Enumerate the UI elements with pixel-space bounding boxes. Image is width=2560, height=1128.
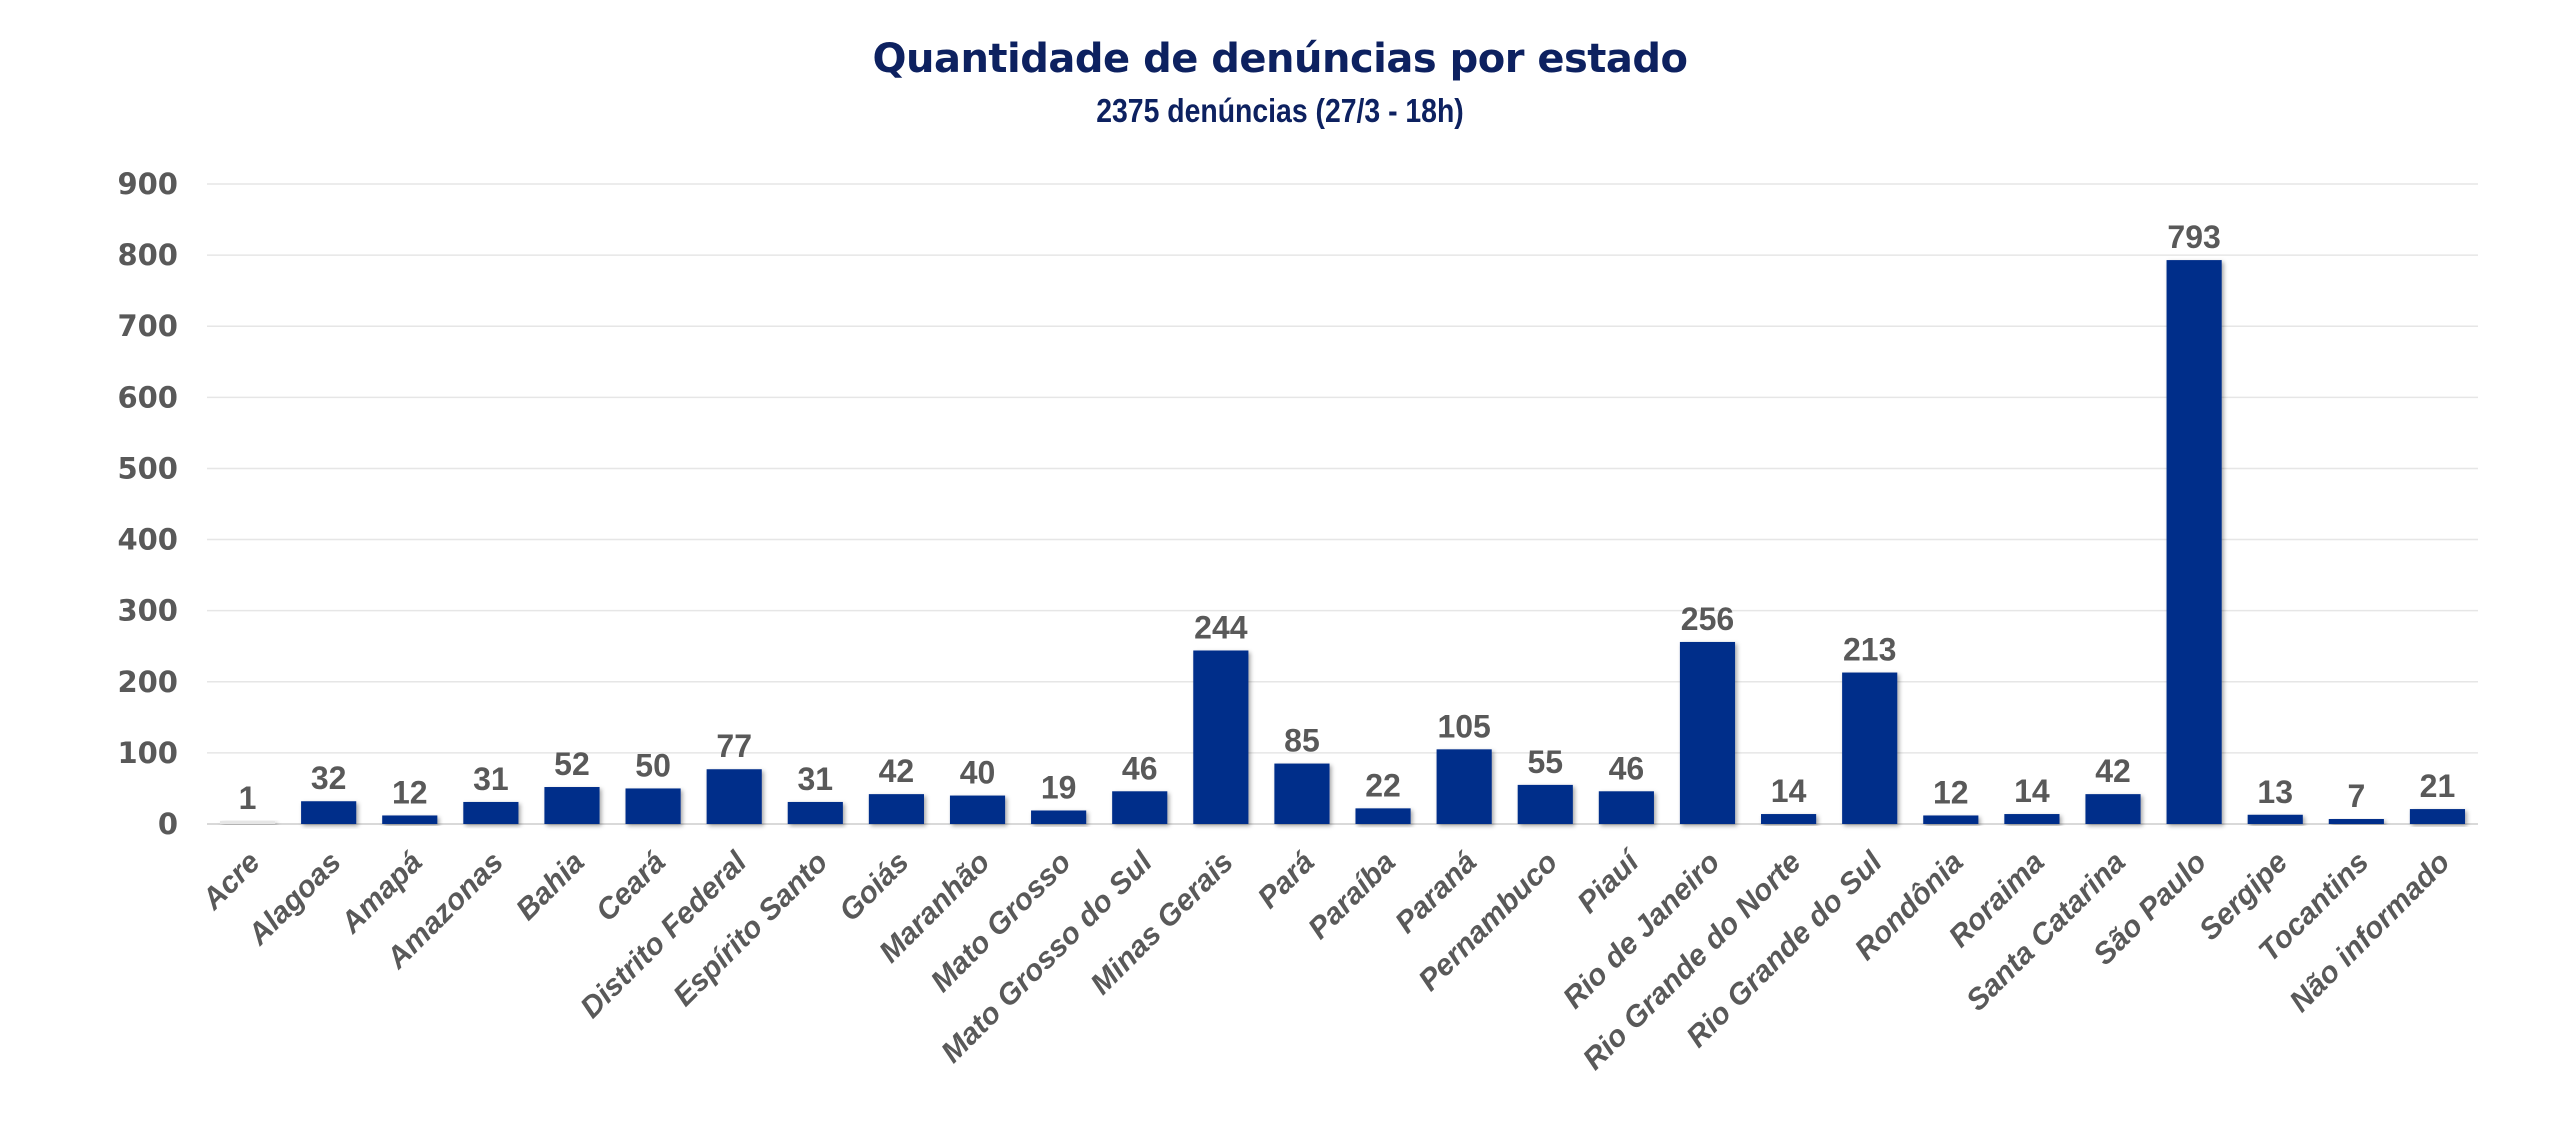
bar (2247, 814, 2303, 824)
data-labels: 1 32 12 31 52 50 77 31 42 40 19 46 244 85 22 105 55 46 256… (239, 219, 2456, 816)
chart-title: Quantidade de denúncias por estado (872, 36, 1688, 82)
data-label: 14 (1771, 773, 1807, 809)
data-label: 46 (1122, 750, 1158, 786)
data-label: 13 (2257, 774, 2293, 810)
y-tick-label: 800 (117, 238, 178, 272)
x-tick-label: Acre (195, 846, 266, 917)
data-label: 12 (1933, 774, 1969, 810)
data-label: 31 (473, 761, 509, 797)
data-label: 12 (392, 774, 428, 810)
data-label: 256 (1681, 601, 1734, 637)
x-tick-label: Pernambuco (1412, 846, 1564, 998)
y-tick-label: 300 (117, 594, 178, 628)
y-tick-label: 600 (117, 380, 178, 414)
y-tick-label: 100 (117, 736, 178, 770)
bar (949, 795, 1006, 824)
bars (219, 260, 2466, 825)
data-label: 31 (798, 761, 834, 797)
bar (1842, 672, 1898, 824)
bar (463, 801, 519, 824)
bar (2328, 819, 2384, 824)
bar (2004, 814, 2060, 824)
bar (382, 815, 438, 824)
x-tick-label: Minas Gerais (1084, 846, 1239, 1001)
bar (301, 801, 357, 824)
data-label: 244 (1194, 609, 1248, 645)
data-label: 213 (1843, 632, 1896, 668)
data-label: 22 (1365, 767, 1401, 803)
x-tick-label: Piauí (1571, 843, 1648, 920)
data-label: 105 (1437, 708, 1490, 744)
x-tick-label: Paraíba (1302, 846, 1402, 946)
bar (219, 821, 276, 824)
bar (2085, 794, 2141, 824)
data-label: 46 (1609, 750, 1645, 786)
y-tick-label: 500 (117, 451, 178, 485)
y-axis-ticks: 0 100 200 300 400 500 600 700 800 900 (117, 167, 178, 841)
gridlines (207, 183, 2478, 825)
data-label: 52 (554, 746, 590, 782)
x-tick-label: Pará (1252, 846, 1321, 915)
bar (625, 788, 681, 824)
x-tick-label: Bahia (510, 846, 591, 927)
bar (1517, 784, 1573, 824)
data-label: 793 (2167, 219, 2220, 255)
data-label: 1 (239, 780, 257, 816)
data-label: 42 (879, 753, 915, 789)
data-label: 50 (635, 747, 671, 783)
bar (1598, 791, 1654, 824)
bar (1761, 814, 1817, 824)
bar (1355, 808, 1411, 824)
data-label: 40 (960, 755, 996, 791)
bar (2409, 809, 2466, 824)
bar (1112, 791, 1168, 824)
y-tick-label: 900 (117, 167, 178, 201)
data-label: 21 (2420, 768, 2456, 804)
y-tick-label: 200 (117, 665, 178, 699)
chart-subtitle: 2375 denúncias (27/3 - 18h) (1096, 92, 1464, 129)
data-label: 42 (2095, 753, 2131, 789)
data-label: 32 (311, 760, 347, 796)
bar (1923, 815, 1979, 824)
bar (1436, 749, 1492, 824)
y-tick-label: 700 (117, 309, 178, 343)
x-tick-label: Mato Grosso (925, 846, 1078, 999)
bar (787, 801, 843, 824)
data-label: 85 (1284, 723, 1320, 759)
data-label: 55 (1527, 744, 1563, 780)
bar (1679, 641, 1736, 824)
y-tick-label: 400 (117, 523, 178, 557)
bar (868, 794, 924, 824)
data-label: 77 (716, 728, 752, 764)
bar (2166, 260, 2222, 825)
data-label: 19 (1041, 769, 1077, 805)
bar (706, 769, 762, 824)
y-tick-label: 0 (158, 807, 178, 841)
bar (544, 787, 600, 824)
bar (1193, 650, 1249, 824)
bar (1031, 810, 1087, 824)
data-label: 7 (2347, 778, 2365, 814)
bar (1274, 763, 1330, 824)
data-label: 14 (2014, 773, 2050, 809)
